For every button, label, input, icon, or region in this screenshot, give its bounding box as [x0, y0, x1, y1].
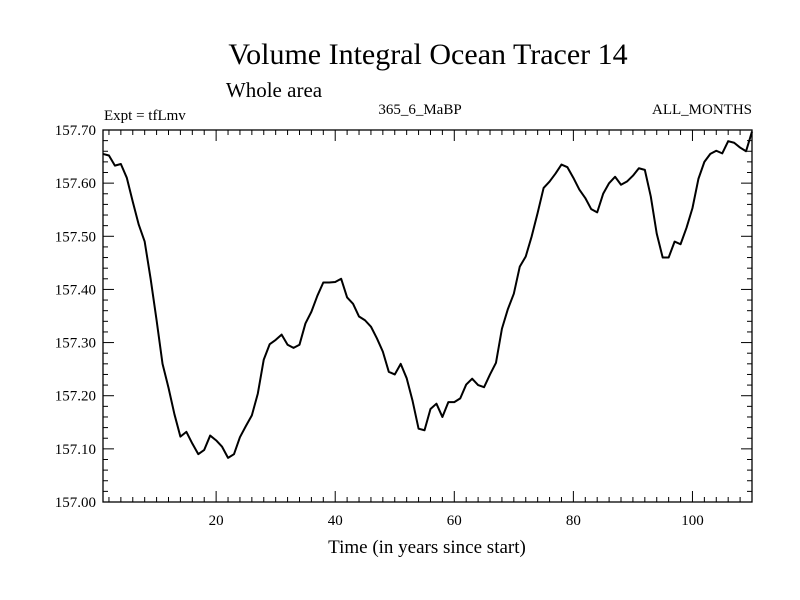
plot-frame: [102, 129, 753, 503]
x-tick-label: 80: [566, 513, 581, 529]
axis-tick-labels: 157.00 157.10 157.20 157.30 157.40 157.50 157.…: [55, 123, 704, 529]
chart-subtitle: Whole area: [226, 78, 323, 102]
x-tick-label: 20: [209, 513, 224, 529]
x-axis-label: Time (in years since start): [328, 537, 526, 558]
axis-ticks: [103, 129, 753, 503]
series-line: [102, 131, 753, 459]
chart-title: Volume Integral Ocean Tracer 14: [228, 38, 627, 71]
y-tick-label: 157.40: [55, 282, 96, 298]
x-tick-label: 40: [328, 513, 343, 529]
run-label: 365_6_MaBP: [378, 102, 461, 118]
expt-label: Expt = tfLmv: [104, 108, 186, 124]
y-tick-label: 157.50: [55, 229, 96, 245]
y-tick-label: 157.00: [55, 495, 96, 511]
months-label: ALL_MONTHS: [652, 102, 752, 118]
x-tick-label: 60: [447, 513, 462, 529]
y-tick-label: 157.30: [55, 336, 96, 352]
y-tick-label: 157.70: [55, 123, 96, 139]
y-tick-label: 157.60: [55, 176, 96, 192]
y-tick-label: 157.10: [55, 442, 96, 458]
x-tick-label: 100: [681, 513, 704, 529]
y-tick-label: 157.20: [55, 389, 96, 405]
